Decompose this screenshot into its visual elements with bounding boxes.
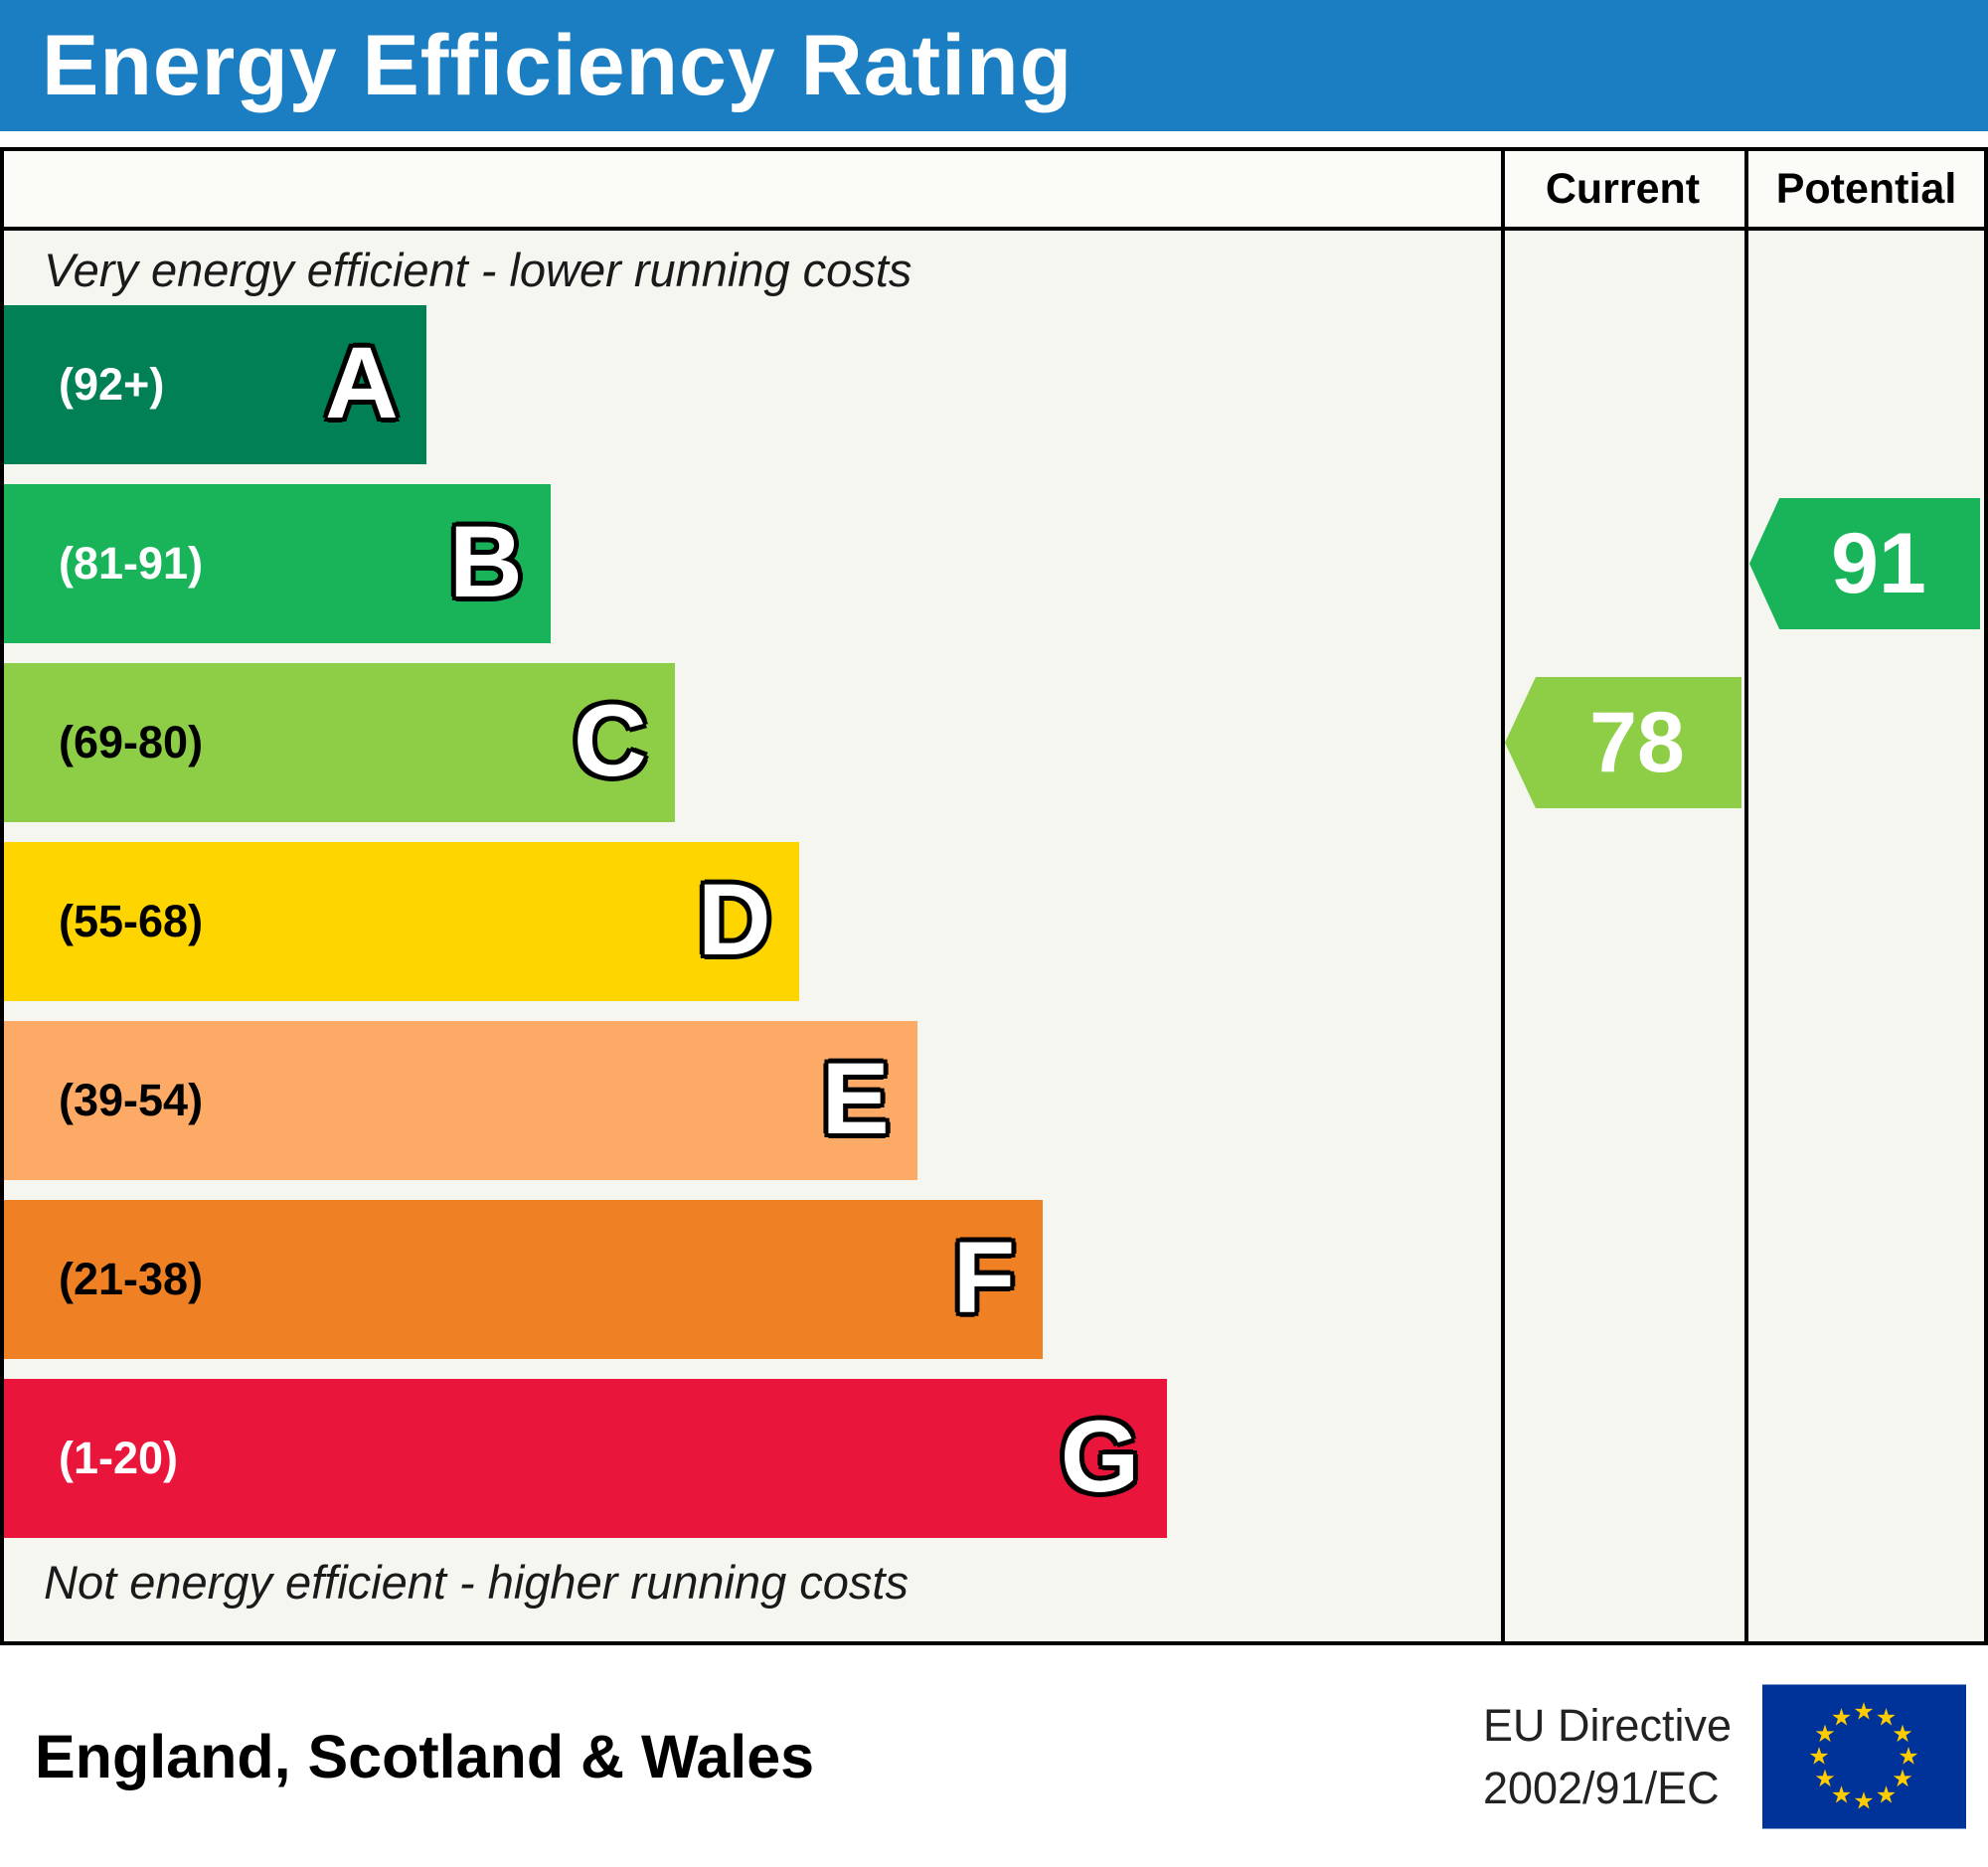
band-range-label: (39-54) [59, 1075, 204, 1125]
svg-text:★: ★ [1876, 1703, 1898, 1731]
svg-text:★: ★ [1814, 1765, 1836, 1792]
band-row-c: (69-80) C [4, 663, 675, 822]
current-column-divider [1501, 151, 1505, 1641]
band-letter: G [1060, 1399, 1140, 1513]
band-letter: F [952, 1220, 1016, 1334]
svg-text:★: ★ [1853, 1697, 1875, 1725]
band-range-label: (21-38) [59, 1254, 204, 1304]
band-letter: A [325, 325, 399, 439]
current-column-header: Current [1545, 164, 1701, 213]
svg-text:★: ★ [1814, 1720, 1836, 1748]
band-range-label: (55-68) [59, 896, 204, 946]
band-row-f: (21-38) F [4, 1200, 1044, 1359]
eu-directive-line2: 2002/91/EC [1482, 1762, 1720, 1813]
svg-text:★: ★ [1876, 1781, 1898, 1808]
band-range-label: (69-80) [59, 717, 204, 767]
band-letter: E [821, 1041, 890, 1155]
svg-text:★: ★ [1892, 1765, 1913, 1792]
top-efficiency-note: Very energy efficient - lower running co… [44, 244, 912, 296]
current-rating-value: 78 [1589, 695, 1685, 790]
svg-text:★: ★ [1808, 1742, 1830, 1770]
bottom-efficiency-note: Not energy efficient - higher running co… [44, 1556, 909, 1609]
region-label: England, Scotland & Wales [35, 1722, 815, 1790]
potential-rating-arrow: 91 [1749, 498, 1980, 629]
band-range-label: (92+) [59, 359, 165, 410]
eu-directive-label: EU Directive 2002/91/EC [1483, 1694, 1732, 1819]
page-title: Energy Efficiency Rating [42, 17, 1074, 113]
band-row-b: (81-91) B [4, 484, 551, 643]
band-letter: D [698, 862, 771, 976]
eu-directive-line1: EU Directive [1482, 1699, 1732, 1751]
rating-table: Current Potential Very energy efficient … [0, 147, 1988, 1645]
potential-column-divider [1744, 151, 1748, 1641]
band-range-label: (1-20) [59, 1433, 179, 1483]
potential-rating-value: 91 [1831, 516, 1926, 611]
eu-flag-icon: ★ ★ ★ ★ ★ ★ ★ ★ ★ ★ ★ ★ [1762, 1684, 1966, 1828]
potential-column-header: Potential [1775, 164, 1957, 213]
band-row-d: (55-68) D [4, 842, 799, 1001]
svg-text:★: ★ [1831, 1781, 1853, 1808]
current-rating-arrow: 78 [1505, 677, 1741, 808]
band-letter: B [449, 504, 523, 618]
svg-text:★: ★ [1831, 1703, 1853, 1731]
band-letter: C [574, 683, 647, 797]
band-range-label: (81-91) [59, 538, 204, 589]
rating-bands: (92+) A (81-91) B (69-80) C (55-68) D (3… [4, 151, 1501, 1641]
svg-text:★: ★ [1892, 1720, 1913, 1748]
band-row-e: (39-54) E [4, 1021, 917, 1180]
svg-text:★: ★ [1853, 1786, 1875, 1814]
table-header-row: Current Potential [4, 151, 1984, 231]
svg-text:★: ★ [1898, 1742, 1919, 1770]
band-row-g: (1-20) G [4, 1379, 1168, 1538]
title-bar: Energy Efficiency Rating [0, 0, 1988, 131]
footer: England, Scotland & Wales EU Directive 2… [0, 1645, 1988, 1867]
band-row-a: (92+) A [4, 305, 426, 464]
